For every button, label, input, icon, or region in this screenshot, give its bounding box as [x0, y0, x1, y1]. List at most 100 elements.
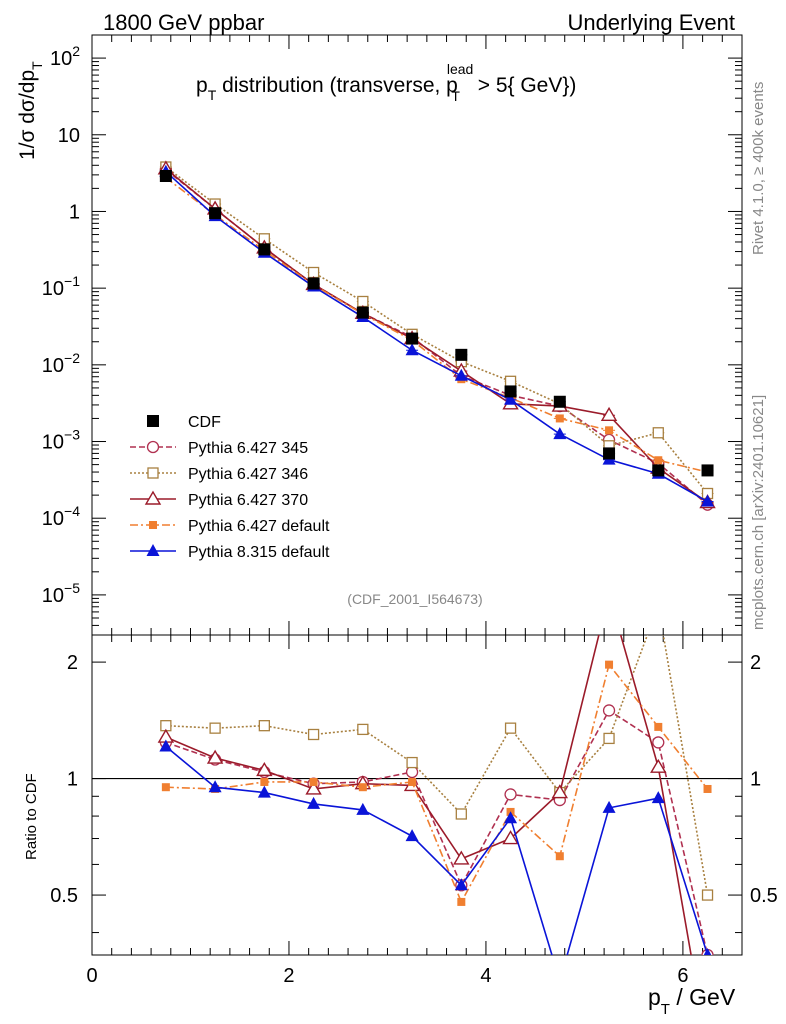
data-point: [406, 332, 419, 345]
legend-item: Pythia 6.427 370: [130, 490, 308, 509]
ratio-point: [701, 889, 714, 901]
data-point: [454, 368, 468, 381]
ratio-point: [605, 660, 614, 669]
main-series: [157, 160, 716, 511]
ratio-point: [405, 829, 419, 842]
x-tick-label: 2: [283, 965, 294, 987]
ratio-point: [653, 601, 663, 611]
y-tick-label: 10: [58, 125, 80, 147]
ratio-tick-label: 1: [67, 769, 78, 791]
ratio-point: [256, 761, 273, 777]
data-point: [504, 392, 518, 405]
ratio-point: [260, 777, 269, 786]
series-pythia-6-427-default: [159, 173, 714, 477]
x-tick-label: 6: [677, 965, 688, 987]
y-tick-label: 10−1: [42, 273, 80, 300]
ratio-pythia-6-427-370: [157, 635, 692, 955]
ratio-line: [165, 635, 692, 955]
data-point: [455, 348, 468, 361]
legend-label: CDF: [188, 414, 221, 431]
ratio-point: [209, 722, 221, 734]
main-axes: 102 10 1 10−1 10−2 10−3 10−4 10−5: [42, 34, 743, 636]
data-point: [555, 414, 564, 423]
ratio-point: [502, 830, 519, 845]
data-point: [603, 447, 616, 460]
ratio-point: [455, 808, 467, 820]
x-tick-label: 4: [480, 965, 491, 987]
ratio-axes: 0 2 4 6 0.5 0.5 1 1 2 2: [50, 635, 778, 987]
data-point: [307, 277, 320, 290]
series-line: [165, 168, 708, 504]
y-tick-label: 10−4: [42, 503, 80, 530]
ratio-point: [652, 736, 665, 749]
y-tick-label: 1: [69, 201, 80, 223]
legend-marker: [149, 521, 157, 529]
data-point: [209, 207, 222, 220]
legend-label: Pythia 6.427 370: [188, 492, 308, 509]
analysis-watermark: (CDF_2001_I564673): [347, 591, 482, 607]
ratio-point: [602, 704, 616, 717]
ratio-pythia-6-427-default: [161, 660, 712, 906]
ratio-point: [307, 796, 321, 809]
ratio-point: [454, 878, 468, 891]
ratio-point: [555, 852, 564, 861]
ratio-axis-label: Ratio to CDF: [23, 773, 40, 860]
series-pythia-6-427-345: [159, 163, 714, 511]
ratio-tick-label: 0.5: [50, 885, 78, 907]
data-point: [652, 427, 664, 439]
y-tick-label: 10−5: [42, 580, 80, 607]
data-point: [504, 385, 517, 398]
legend-label: Pythia 8.315 default: [188, 544, 330, 561]
ratio-point: [504, 788, 517, 801]
legend-marker: [147, 415, 159, 427]
data-point: [504, 375, 517, 387]
ratio-point: [208, 780, 222, 793]
ratio-point: [457, 897, 466, 906]
ratio-point: [504, 722, 517, 734]
data-point: [654, 456, 663, 465]
ratio-point: [406, 756, 418, 769]
x-axis-label: pT / GeV: [648, 984, 736, 1018]
ratio-line: [165, 662, 709, 904]
ratio-point: [161, 783, 170, 792]
ratio-point: [654, 722, 663, 731]
ratio-tick-label: 2: [67, 652, 78, 674]
ratio-point: [551, 784, 569, 799]
data-point: [356, 306, 369, 319]
ratio-line: [165, 635, 709, 896]
ratio-point: [307, 728, 320, 741]
x-tick-label: 0: [86, 965, 97, 987]
header-right: Underlying Event: [567, 10, 735, 35]
y-tick-label: 10−2: [42, 350, 80, 377]
ratio-frame: [91, 634, 743, 956]
data-point: [701, 494, 715, 507]
data-point: [600, 406, 618, 421]
data-point: [605, 426, 614, 435]
ratio-tick-label-right: 1: [750, 769, 761, 791]
ratio-point: [159, 739, 173, 752]
legend-marker: [144, 490, 162, 505]
ratio-point: [305, 780, 322, 795]
legend-marker: [146, 544, 160, 556]
ratio-point: [651, 791, 665, 804]
ratio-series: [157, 601, 714, 955]
data-point: [258, 243, 271, 256]
ratio-point: [356, 802, 370, 815]
ratio-point: [602, 800, 616, 813]
ratio-tick-label-right: 0.5: [750, 885, 778, 907]
series-line: [165, 171, 708, 503]
header-left: 1800 GeV ppbar: [103, 10, 264, 35]
series-line: [165, 177, 708, 473]
legend-item: Pythia 8.315 default: [130, 544, 330, 561]
rivet-label: Rivet 4.1.0, ≥ 400k events: [750, 82, 767, 255]
legend-marker: [147, 467, 159, 479]
legend-label: Pythia 6.427 346: [188, 466, 308, 483]
legend-item: Pythia 6.427 346: [130, 466, 308, 483]
ratio-point: [504, 811, 518, 824]
ratio-point: [358, 783, 367, 792]
ratio-point: [703, 948, 712, 955]
legend-label: Pythia 6.427 default: [188, 518, 330, 535]
ratio-point: [408, 777, 417, 786]
legend-item: Pythia 6.427 default: [130, 518, 330, 535]
